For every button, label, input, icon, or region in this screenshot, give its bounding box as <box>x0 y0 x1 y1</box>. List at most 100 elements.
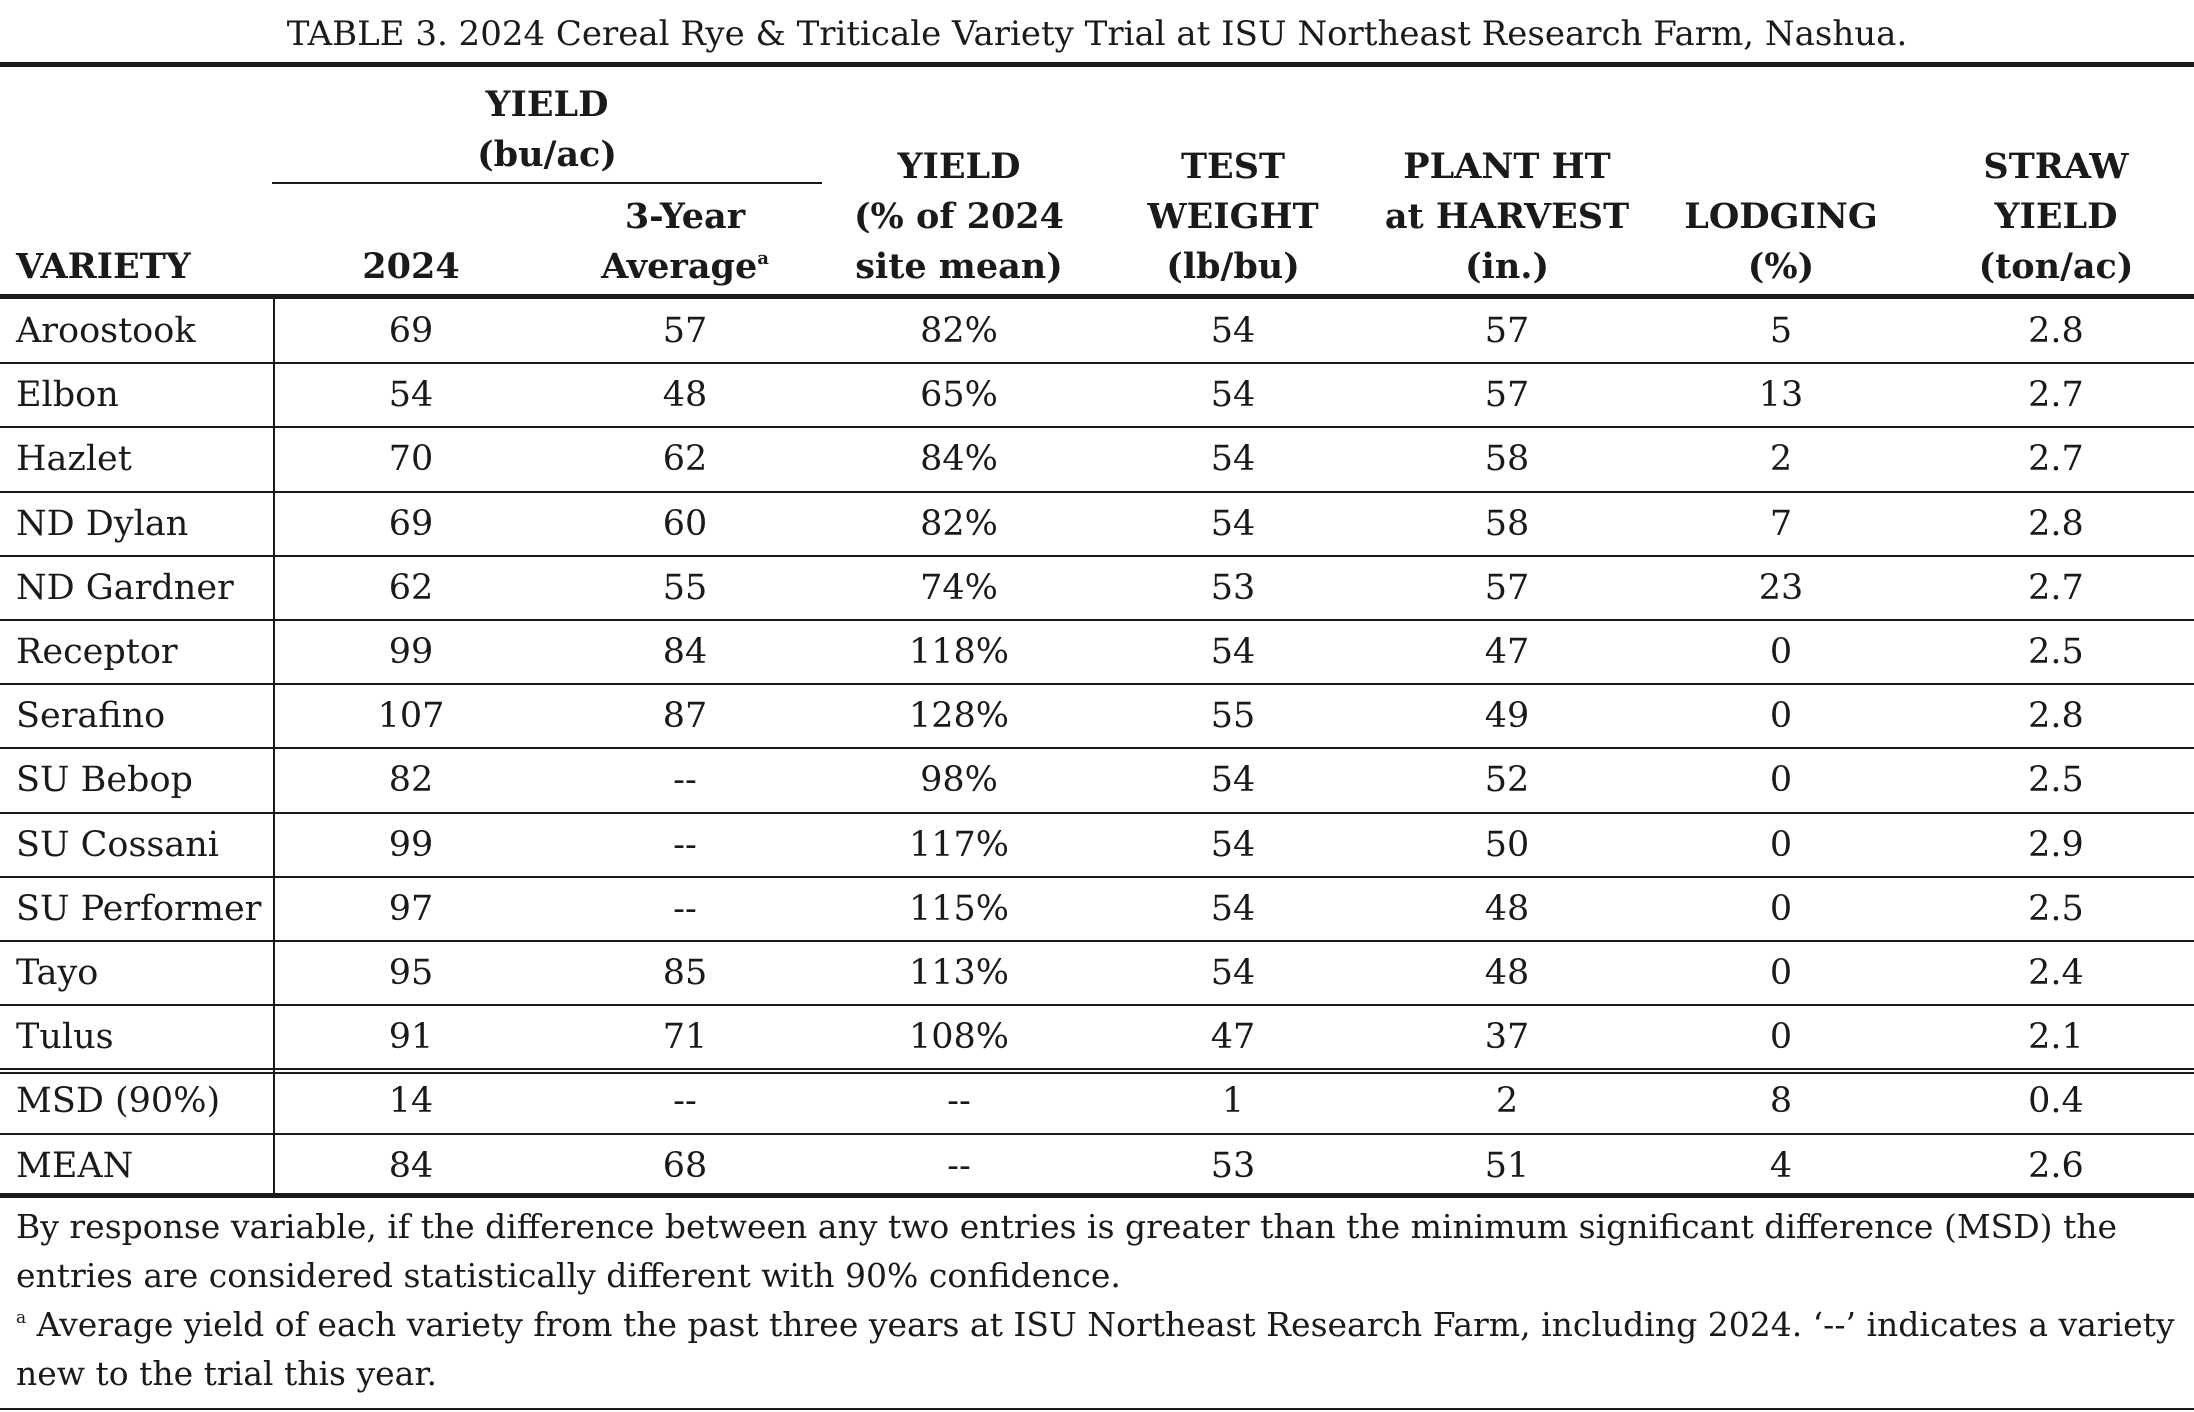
row-divider <box>0 426 2194 429</box>
yield-group-line2: (bu/ac) <box>477 134 617 175</box>
cell-variety: SU Cossani <box>16 824 219 865</box>
cell-yield-3yr-avg: -- <box>673 1081 697 1122</box>
cell-test-weight: 47 <box>1210 1017 1256 1058</box>
footnote-a-marker: a <box>16 1308 27 1328</box>
cell-yield-pct: 108% <box>908 1017 1010 1058</box>
row-divider <box>0 1068 2194 1071</box>
cell-yield-3yr-avg: 48 <box>662 375 708 416</box>
cell-straw-yield: 2.5 <box>2028 760 2084 801</box>
cell-plant-height: 52 <box>1484 760 1530 801</box>
cell-lodging: 7 <box>1769 503 1793 544</box>
header-bottom-rule <box>0 294 2194 299</box>
cell-variety: ND Gardner <box>16 567 234 608</box>
cell-lodging: 0 <box>1769 953 1793 993</box>
cell-test-weight: 54 <box>1210 311 1256 351</box>
cell-lodging: 13 <box>1758 375 1804 416</box>
msd-note: By response variable, if the difference … <box>16 1207 2118 1295</box>
cell-lodging: 0 <box>1769 824 1793 865</box>
cell-plant-height: 58 <box>1484 503 1530 544</box>
cell-lodging: 4 <box>1769 1145 1793 1186</box>
cell-yield-pct: 118% <box>908 632 1010 672</box>
top-rule <box>0 62 2194 67</box>
cell-lodging: 5 <box>1769 311 1793 351</box>
cell-straw-yield: 2.8 <box>2028 311 2084 351</box>
cell-yield-pct: 115% <box>908 888 1010 929</box>
cell-straw-yield: 2.9 <box>2028 824 2084 865</box>
footnote-a: a Average yield of each variety from the… <box>16 1305 2175 1393</box>
cell-yield-3yr-avg: 60 <box>662 503 708 544</box>
cell-plant-height: 47 <box>1484 632 1530 672</box>
cell-test-weight: 54 <box>1210 888 1256 929</box>
cell-test-weight: 54 <box>1210 953 1256 993</box>
table-caption: TABLE 3. 2024 Cereal Rye & Triticale Var… <box>286 14 1908 54</box>
cell-test-weight: 54 <box>1210 439 1256 480</box>
cell-yield-pct: 82% <box>920 503 998 544</box>
cell-straw-yield: 2.8 <box>2028 503 2084 544</box>
body-bottom-rule <box>0 1193 2194 1198</box>
cell-straw-yield: 2.6 <box>2028 1145 2084 1186</box>
header-lodging: LODGING (%) <box>1684 196 1878 287</box>
header-2024: 2024 <box>362 246 460 287</box>
cell-plant-height: 58 <box>1484 439 1530 480</box>
cell-yield-pct: 84% <box>920 439 998 480</box>
yield-group-line1: YIELD <box>485 84 609 125</box>
cell-plant-height: 57 <box>1484 567 1530 608</box>
table-notes: By response variable, if the difference … <box>16 1202 2176 1398</box>
header-variety: VARIETY <box>16 246 191 287</box>
cell-yield-2024: 91 <box>388 1017 434 1058</box>
cell-yield-pct: 113% <box>908 953 1010 993</box>
cell-variety: Elbon <box>16 375 119 416</box>
yield-group-header: YIELD (bu/ac) <box>272 80 822 180</box>
cell-straw-yield: 2.4 <box>2028 953 2084 993</box>
row-divider <box>0 940 2194 942</box>
row-divider <box>0 875 2194 878</box>
row-divider <box>0 747 2194 750</box>
cell-variety: SU Bebop <box>16 760 193 801</box>
footnote-marker: a <box>757 248 769 269</box>
cell-lodging: 0 <box>1769 888 1793 929</box>
cell-lodging: 0 <box>1769 632 1793 672</box>
cell-yield-2024: 14 <box>388 1081 434 1122</box>
cell-variety: Aroostook <box>16 311 196 351</box>
cell-lodging: 0 <box>1769 760 1793 801</box>
cell-yield-2024: 99 <box>388 824 434 865</box>
cell-yield-3yr-avg: 57 <box>662 311 708 351</box>
cell-variety: Hazlet <box>16 439 132 480</box>
cell-test-weight: 53 <box>1210 1145 1256 1186</box>
variety-column-divider <box>273 299 275 1193</box>
cell-test-weight: 54 <box>1210 824 1256 865</box>
cell-plant-height: 49 <box>1484 696 1530 737</box>
cell-variety: SU Performer <box>16 888 262 929</box>
row-divider <box>0 619 2194 621</box>
cell-plant-height: 37 <box>1484 1017 1530 1058</box>
yield-group-underline <box>272 182 822 184</box>
cell-test-weight: 55 <box>1210 696 1256 737</box>
cell-plant-height: 50 <box>1484 824 1530 865</box>
cell-yield-2024: 97 <box>388 888 434 929</box>
row-divider <box>0 554 2194 557</box>
cell-test-weight: 54 <box>1210 760 1256 801</box>
cell-yield-2024: 82 <box>388 760 434 801</box>
row-divider <box>0 683 2194 686</box>
cell-lodging: 23 <box>1758 567 1804 608</box>
cell-yield-3yr-avg: 87 <box>662 696 708 737</box>
row-divider <box>0 1132 2194 1135</box>
cell-yield-3yr-avg: -- <box>673 824 697 865</box>
cell-straw-yield: 0.4 <box>2028 1081 2084 1122</box>
cell-variety: Serafino <box>16 696 166 737</box>
cell-straw-yield: 2.8 <box>2028 696 2084 737</box>
cell-yield-pct: 98% <box>920 760 998 801</box>
cell-test-weight: 1 <box>1221 1081 1245 1122</box>
cell-yield-3yr-avg: 55 <box>662 567 708 608</box>
header-yield-pct: YIELD (% of 2024 site mean) <box>854 146 1064 287</box>
cell-yield-3yr-avg: 71 <box>662 1017 708 1058</box>
summary-divider <box>0 1072 2194 1075</box>
cell-plant-height: 2 <box>1495 1081 1519 1122</box>
cell-straw-yield: 2.7 <box>2028 567 2084 608</box>
cell-lodging: 0 <box>1769 696 1793 737</box>
notes-bottom-rule <box>0 1408 2194 1410</box>
cell-yield-3yr-avg: -- <box>673 888 697 929</box>
cell-yield-2024: 69 <box>388 311 434 351</box>
header-3yr-average: 3-Year Averagea <box>601 196 769 287</box>
cell-yield-3yr-avg: 68 <box>662 1145 708 1186</box>
